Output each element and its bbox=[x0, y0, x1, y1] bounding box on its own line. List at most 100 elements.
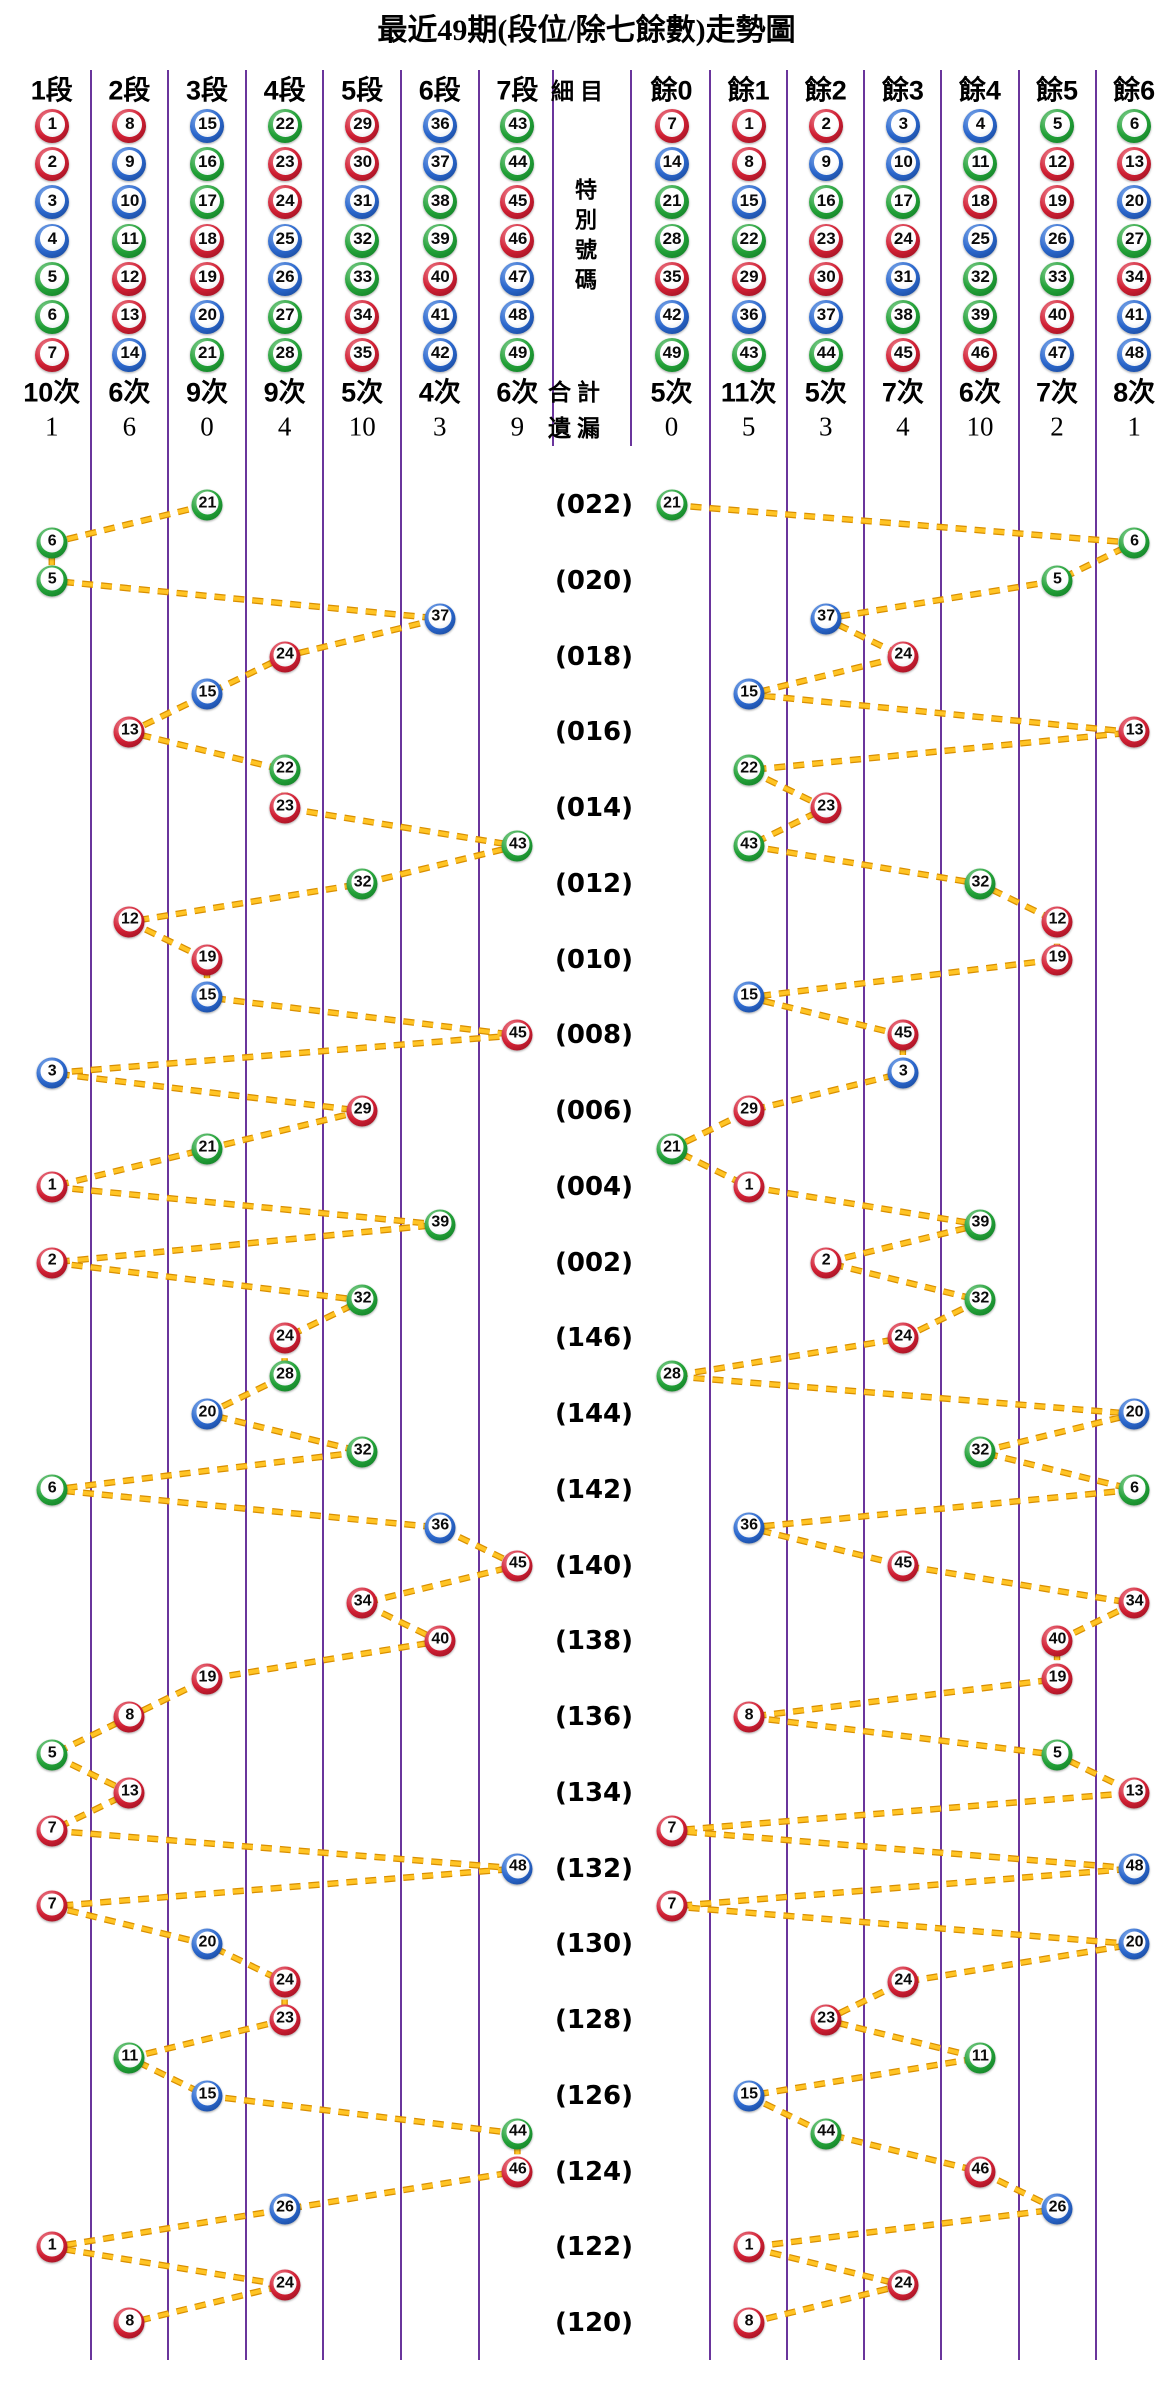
ball-number: 36 bbox=[736, 302, 762, 328]
ball-number: 15 bbox=[737, 984, 761, 1007]
ball-number: 28 bbox=[273, 1363, 297, 1386]
segment-chart-ball: 24 bbox=[269, 1966, 301, 1998]
remainder-chart-ball: 8 bbox=[733, 1701, 765, 1733]
ball-number: 2 bbox=[814, 1249, 838, 1273]
legend-ball: 21 bbox=[190, 338, 224, 373]
segment-chart-ball: 24 bbox=[269, 641, 301, 672]
ball-number: 29 bbox=[737, 1097, 761, 1121]
segment-column-header: 1段 bbox=[30, 75, 73, 106]
ball-number: 39 bbox=[427, 226, 453, 252]
segment-miss-value: 0 bbox=[200, 411, 214, 442]
ball-number: 30 bbox=[350, 149, 376, 175]
remainder-miss-value: 5 bbox=[741, 411, 756, 442]
period-label: (144) bbox=[554, 1399, 634, 1429]
segment-chart-ball: 24 bbox=[269, 1322, 301, 1354]
legend-ball: 24 bbox=[267, 185, 302, 220]
ball-number: 36 bbox=[737, 1514, 761, 1538]
ball-number: 44 bbox=[813, 340, 839, 366]
segment-miss-value: 6 bbox=[122, 411, 137, 442]
ball-number: 44 bbox=[506, 2120, 530, 2144]
ball-number: 32 bbox=[350, 226, 376, 252]
remainder-chart-ball: 24 bbox=[887, 2269, 919, 2301]
legend-ball: 20 bbox=[190, 300, 224, 334]
segment-count-label: 6次 bbox=[496, 377, 539, 408]
legend-ball: 39 bbox=[962, 300, 997, 334]
ball-number: 40 bbox=[1046, 1628, 1069, 1651]
ball-number: 17 bbox=[195, 188, 220, 213]
legend-ball: 13 bbox=[1117, 147, 1152, 182]
ball-number: 5 bbox=[1045, 111, 1070, 137]
remainder-chart-ball: 28 bbox=[656, 1360, 688, 1392]
remainder-chart-ball: 29 bbox=[733, 1095, 765, 1127]
segment-chart-ball: 5 bbox=[36, 565, 68, 597]
remainder-count-label: 7次 bbox=[1036, 377, 1079, 408]
ball-number: 41 bbox=[1122, 302, 1148, 328]
ball-number: 14 bbox=[659, 149, 685, 175]
ball-number: 20 bbox=[196, 1931, 219, 1954]
legend-ball: 35 bbox=[654, 261, 689, 296]
ball-number: 6 bbox=[39, 302, 65, 328]
segment-chart-ball: 39 bbox=[424, 1209, 456, 1241]
remainder-column-separator bbox=[709, 70, 712, 2360]
ball-number: 2 bbox=[39, 149, 65, 175]
legend-ball: 11 bbox=[962, 147, 997, 182]
remainder-chart-ball: 36 bbox=[733, 1512, 765, 1544]
ball-number: 42 bbox=[659, 302, 685, 328]
ball-number: 19 bbox=[196, 946, 219, 970]
segment-chart-ball: 6 bbox=[36, 527, 68, 559]
remainder-chart-ball: 7 bbox=[656, 1890, 688, 1922]
legend-ball: 38 bbox=[885, 300, 920, 334]
legend-ball: 11 bbox=[112, 223, 147, 258]
legend-ball: 22 bbox=[731, 223, 766, 258]
period-label: (006) bbox=[554, 1096, 634, 1126]
remainder-column-header: 餘0 bbox=[650, 75, 693, 106]
segment-column-separator bbox=[244, 70, 247, 2360]
segment-chart-ball: 1 bbox=[36, 2231, 68, 2263]
legend-ball: 12 bbox=[112, 261, 147, 296]
legend-ball: 16 bbox=[808, 185, 843, 220]
legend-ball: 15 bbox=[731, 185, 766, 220]
ball-number: 6 bbox=[40, 1476, 64, 1500]
remainder-chart-ball: 15 bbox=[733, 981, 765, 1013]
remainder-column-header: 餘5 bbox=[1036, 75, 1079, 106]
legend-ball: 3 bbox=[885, 109, 920, 143]
segment-chart-ball: 28 bbox=[269, 1360, 301, 1392]
legend-ball: 33 bbox=[345, 261, 380, 296]
ball-number: 37 bbox=[427, 149, 453, 175]
segment-chart-ball: 43 bbox=[501, 830, 533, 862]
legend-ball: 17 bbox=[190, 185, 224, 220]
ball-number: 22 bbox=[736, 226, 762, 252]
ball-number: 34 bbox=[351, 1590, 374, 1613]
legend-ball: 8 bbox=[731, 147, 766, 182]
remainder-miss-value: 1 bbox=[1127, 411, 1141, 442]
segment-chart-ball: 40 bbox=[424, 1625, 456, 1657]
legend-ball: 40 bbox=[422, 261, 457, 296]
ball-number: 29 bbox=[351, 1097, 374, 1121]
ball-number: 43 bbox=[737, 832, 761, 856]
remainder-chart-ball: 32 bbox=[964, 868, 996, 900]
ball-number: 31 bbox=[350, 188, 376, 213]
legend-ball: 41 bbox=[1117, 300, 1152, 334]
ball-number: 12 bbox=[118, 908, 142, 932]
segment-chart-ball: 20 bbox=[191, 1398, 223, 1430]
segment-chart-ball: 23 bbox=[269, 2004, 301, 2036]
legend-ball: 20 bbox=[1117, 185, 1152, 220]
ball-number: 44 bbox=[814, 2120, 838, 2144]
period-label: (016) bbox=[554, 717, 634, 748]
segment-chart-ball: 24 bbox=[269, 2269, 301, 2301]
ball-number: 8 bbox=[118, 1703, 142, 1727]
legend-ball: 49 bbox=[654, 338, 689, 373]
ball-number: 30 bbox=[813, 264, 839, 290]
segment-column-separator bbox=[400, 70, 402, 2360]
remainder-chart-ball: 24 bbox=[887, 1966, 919, 1998]
legend-ball: 25 bbox=[267, 223, 302, 258]
ball-number: 15 bbox=[196, 2082, 219, 2106]
legend-ball: 16 bbox=[190, 147, 224, 182]
ball-number: 39 bbox=[968, 302, 993, 328]
legend-ball: 26 bbox=[267, 261, 302, 296]
ball-number: 2 bbox=[40, 1249, 64, 1273]
ball-number: 6 bbox=[1122, 111, 1148, 137]
remainder-chart-ball: 37 bbox=[810, 603, 842, 635]
period-label: (004) bbox=[554, 1171, 634, 1202]
ball-number: 21 bbox=[195, 340, 220, 366]
